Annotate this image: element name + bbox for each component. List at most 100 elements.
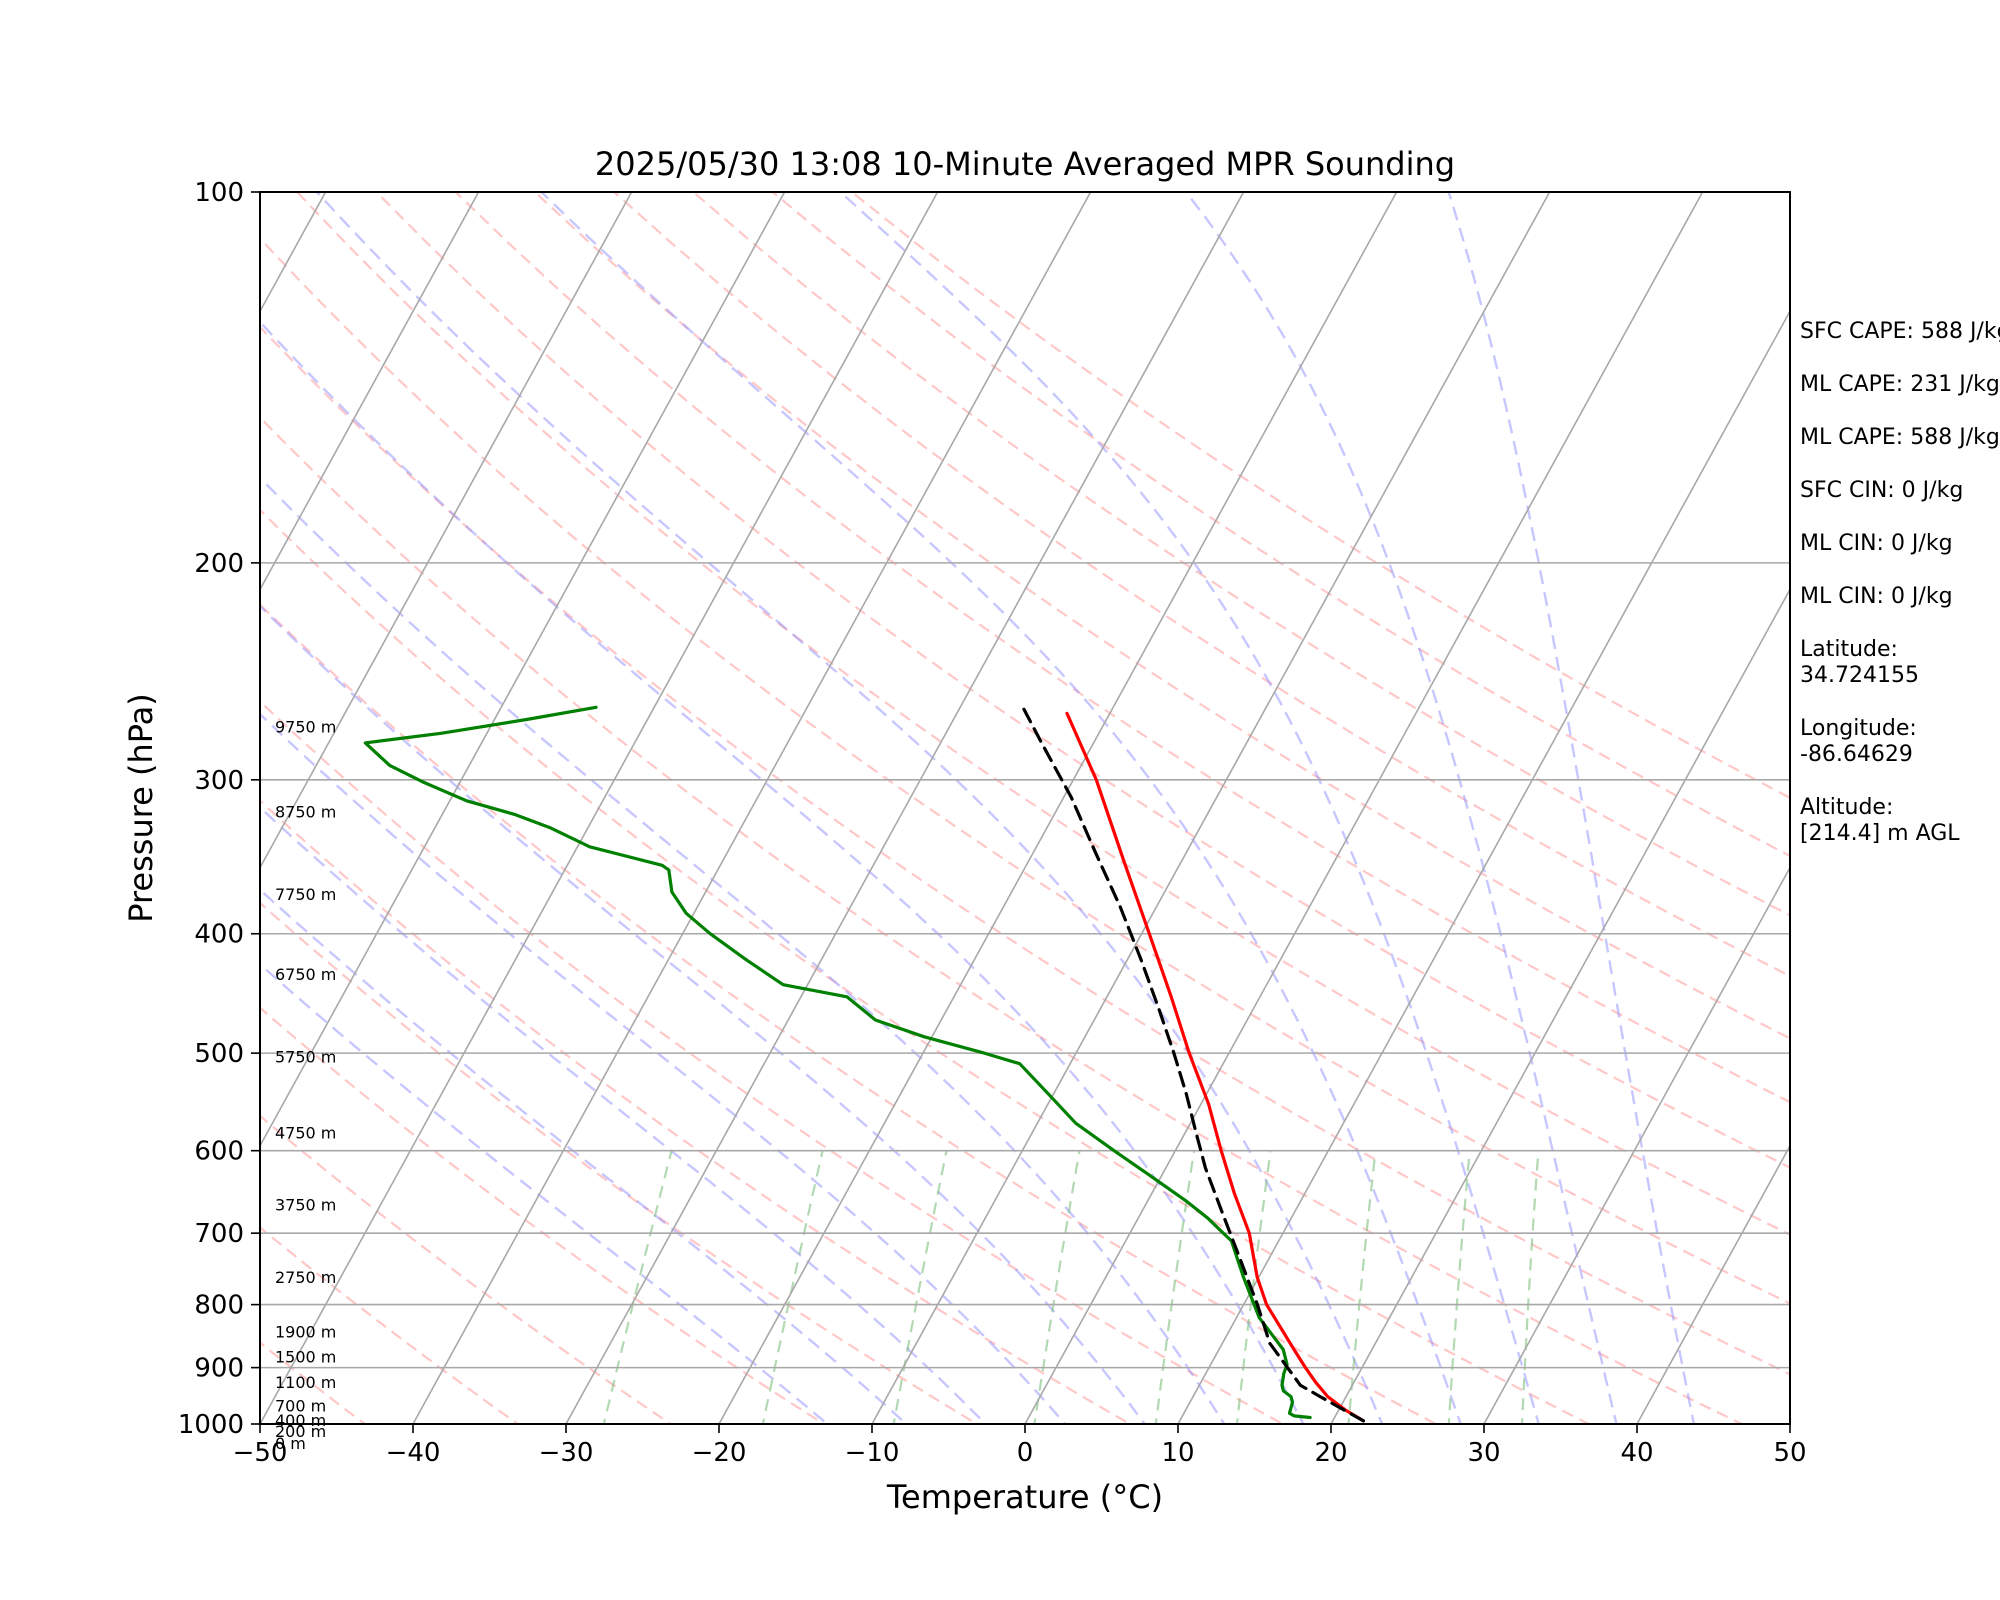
y-tick-label: 500 bbox=[194, 1039, 244, 1069]
y-tick-label: 800 bbox=[194, 1291, 244, 1321]
moist-adiabat-line bbox=[1447, 192, 1696, 1424]
moist-adiabat-line bbox=[260, 888, 908, 1424]
mixing-ratio-line bbox=[761, 1150, 824, 1424]
chart-title: 2025/05/30 13:08 10-Minute Averaged MPR … bbox=[595, 145, 1455, 183]
height-label: 5750 m bbox=[275, 1047, 336, 1066]
mixing-ratio-line bbox=[1235, 1150, 1272, 1424]
isotherm-line bbox=[1024, 192, 1704, 1424]
dry-adiabat-line bbox=[260, 508, 1592, 1424]
isotherm-line bbox=[871, 192, 1551, 1424]
height-label: 700 m bbox=[275, 1397, 326, 1416]
annotation-text: Altitude: bbox=[1800, 795, 1893, 820]
sounding-traces bbox=[363, 705, 1365, 1423]
temperature-trace bbox=[1065, 711, 1365, 1423]
dry-adiabat-line bbox=[260, 603, 1439, 1424]
height-labels: 9750 m 8750 m 7750 m 6750 m 5750 m 4750 m 3750… bbox=[275, 717, 336, 1453]
dry-adiabat-line bbox=[260, 1006, 826, 1424]
isotherm-line bbox=[1330, 587, 1790, 1424]
dry-adiabat-line bbox=[375, 192, 1790, 1169]
height-label: 1900 m bbox=[275, 1323, 336, 1342]
dry-adiabat-line bbox=[260, 325, 1790, 1376]
x-tick-label: −10 bbox=[845, 1438, 900, 1468]
dry-adiabat-line bbox=[454, 192, 1790, 1104]
x-tick-label: 40 bbox=[1620, 1438, 1653, 1468]
dry-adiabat-line bbox=[260, 1341, 367, 1424]
annotation-text: Longitude: bbox=[1800, 716, 1917, 741]
x-tick-label: −50 bbox=[233, 1438, 288, 1468]
height-label: 6750 m bbox=[275, 965, 336, 984]
dry-adiabat-line bbox=[613, 192, 1790, 978]
dry-adiabat-line bbox=[534, 192, 1790, 1040]
annotation-text: ML CIN: 0 J/kg bbox=[1800, 531, 1953, 556]
height-label: 1100 m bbox=[275, 1373, 336, 1392]
x-tick-label: 50 bbox=[1773, 1438, 1806, 1468]
height-label: 0 m bbox=[275, 1434, 306, 1453]
annotation-text: ML CAPE: 231 J/kg bbox=[1800, 372, 2000, 397]
x-tick-label: 20 bbox=[1314, 1438, 1347, 1468]
mixing-ratio-line bbox=[892, 1150, 948, 1424]
x-tick-label: 10 bbox=[1161, 1438, 1194, 1468]
annotation-text: SFC CAPE: 588 J/kg bbox=[1800, 319, 2000, 344]
height-label: 200 m bbox=[275, 1422, 326, 1441]
height-label: 400 m bbox=[275, 1411, 326, 1430]
parcel-trace bbox=[1021, 705, 1365, 1423]
isotherm-line bbox=[718, 192, 1398, 1424]
height-label: 4750 m bbox=[275, 1123, 336, 1142]
y-axis-title: Pressure (hPa) bbox=[122, 693, 160, 923]
height-label: 8750 m bbox=[275, 803, 336, 822]
moist-adiabat-line bbox=[540, 192, 1462, 1424]
background-lines bbox=[260, 192, 1790, 1424]
y-tick-label: 700 bbox=[194, 1219, 244, 1249]
mixing-ratio-line bbox=[1154, 1150, 1196, 1424]
isotherm-line bbox=[412, 192, 1092, 1424]
height-label: 9750 m bbox=[275, 717, 336, 736]
x-axis-title: Temperature (°C) bbox=[886, 1478, 1163, 1516]
moist-adiabat-line bbox=[1185, 192, 1618, 1424]
annotation-text: [214.4] m AGL bbox=[1800, 821, 1960, 846]
mixing-ratio-line bbox=[1520, 1150, 1540, 1424]
dry-adiabat-line bbox=[260, 699, 1286, 1424]
dry-adiabat-line bbox=[260, 799, 1133, 1424]
moist-adiabat-line bbox=[316, 192, 1384, 1424]
mixing-ratio-line bbox=[1347, 1150, 1377, 1424]
isotherm-line bbox=[1177, 309, 1790, 1424]
moist-adiabat-line bbox=[260, 604, 1147, 1424]
height-label: 7750 m bbox=[275, 885, 336, 904]
y-tick-label: 300 bbox=[194, 766, 244, 796]
annotation-text: 34.724155 bbox=[1800, 663, 1919, 688]
y-tick-label: 100 bbox=[194, 178, 244, 208]
annotation-text: -86.64629 bbox=[1800, 742, 1913, 767]
annotation-text: ML CAPE: 588 J/kg bbox=[1800, 425, 2000, 450]
x-tick-label: 0 bbox=[1017, 1438, 1034, 1468]
isotherm-line bbox=[260, 192, 633, 870]
y-tick-label: 900 bbox=[194, 1354, 244, 1384]
x-tick-label: −20 bbox=[692, 1438, 747, 1468]
isotherm-line bbox=[260, 192, 786, 1148]
height-label: 2750 m bbox=[275, 1268, 336, 1287]
moist-adiabat-line bbox=[260, 805, 988, 1424]
x-tick-label: 30 bbox=[1467, 1438, 1500, 1468]
annotation-text: ML CIN: 0 J/kg bbox=[1800, 584, 1953, 609]
isotherm-line bbox=[1483, 865, 1790, 1424]
moist-adiabat-line bbox=[260, 476, 1226, 1424]
mixing-ratio-line bbox=[1447, 1150, 1471, 1424]
x-tick-label: −40 bbox=[386, 1438, 441, 1468]
x-tick-label: −30 bbox=[539, 1438, 594, 1468]
y-tick-label: 1000 bbox=[178, 1410, 244, 1440]
height-label: 1500 m bbox=[275, 1347, 336, 1366]
dewpoint-trace bbox=[363, 705, 1312, 1420]
moist-adiabat-line bbox=[839, 192, 1540, 1424]
annotation-text: SFC CIN: 0 J/kg bbox=[1800, 478, 1963, 503]
moist-adiabat-line bbox=[260, 320, 1305, 1424]
y-tick-label: 600 bbox=[194, 1137, 244, 1167]
annotation-text: Latitude: bbox=[1800, 637, 1898, 662]
isotherm-line bbox=[565, 192, 1245, 1424]
isotherm-line bbox=[1636, 1144, 1790, 1424]
y-tick-label: 400 bbox=[194, 920, 244, 950]
height-label: 3750 m bbox=[275, 1196, 336, 1215]
dry-adiabat-line bbox=[260, 1114, 673, 1424]
axis-ticks: −50 −40 −30 −20 −10 0 10 20 30 40 50 1000 900 800 700 6… bbox=[178, 178, 1807, 1468]
mixing-ratio-line bbox=[602, 1150, 673, 1424]
